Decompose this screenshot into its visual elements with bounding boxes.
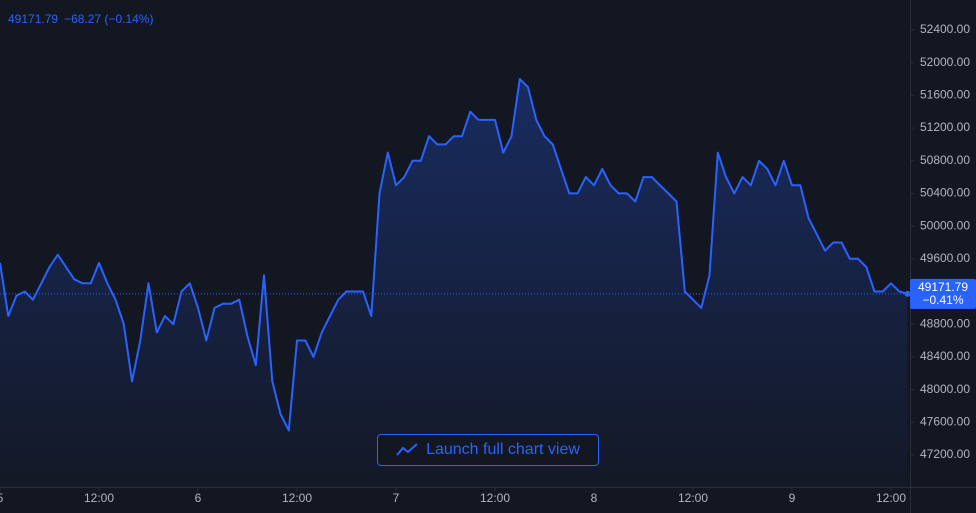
x-tick-label: 6 xyxy=(195,491,202,505)
button-label: Launch full chart view xyxy=(426,441,580,458)
x-tick-label: 12:00 xyxy=(84,491,114,505)
last-price-label: 49171.79 xyxy=(918,280,968,294)
y-tick-label: 49600.00 xyxy=(920,251,970,265)
x-tick-label: 12:00 xyxy=(282,491,312,505)
launch-button[interactable]: Launch full chart view xyxy=(377,434,599,466)
x-tick-label: 8 xyxy=(591,491,598,505)
x-tick-label: 9 xyxy=(789,491,796,505)
plot xyxy=(0,78,908,487)
x-tick-label: 5 xyxy=(0,491,4,505)
y-tick-label: 48800.00 xyxy=(920,316,970,330)
y-tick-label: 52400.00 xyxy=(920,22,970,36)
header-change: −68.27 (−0.14%) xyxy=(64,12,153,26)
x-tick-label: 12:00 xyxy=(480,491,510,505)
x-tick-label: 12:00 xyxy=(876,491,906,505)
y-tick-label: 51200.00 xyxy=(920,120,970,134)
y-tick-label: 51600.00 xyxy=(920,88,970,102)
y-tick-label: 50800.00 xyxy=(920,153,970,167)
y-tick-label: 48000.00 xyxy=(920,382,970,396)
y-tick-label: 47200.00 xyxy=(920,447,970,461)
area-fill xyxy=(0,79,908,487)
x-tick-label: 7 xyxy=(393,491,400,505)
price-line xyxy=(0,78,908,432)
header: 49171.79 −68.27 (−0.14%) xyxy=(8,12,153,26)
y-tick-label: 48400.00 xyxy=(920,349,970,363)
x-tick-label: 12:00 xyxy=(678,491,708,505)
y-tick-label: 47600.00 xyxy=(920,414,970,428)
header-price: 49171.79 xyxy=(8,12,58,26)
button-icon xyxy=(396,443,418,456)
y-tick-label: 52000.00 xyxy=(920,55,970,69)
last-price-box xyxy=(910,278,976,309)
last-change-label: −0.41% xyxy=(922,293,963,307)
y-tick-label: 50000.00 xyxy=(920,218,970,232)
last-point xyxy=(904,290,911,297)
y-tick-label: 50400.00 xyxy=(920,186,970,200)
